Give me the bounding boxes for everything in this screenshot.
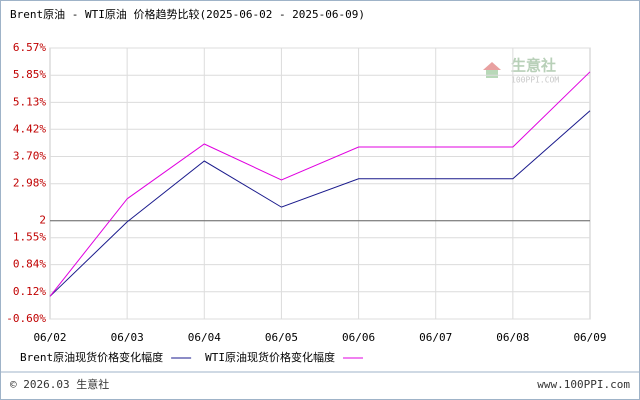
y-tick-label: 4.42% <box>13 122 46 135</box>
series-line <box>49 110 591 297</box>
y-tick-label: 2.98% <box>13 177 46 190</box>
y-tick-label: 3.70% <box>13 149 46 162</box>
watermark-icon <box>483 62 501 70</box>
x-tick-label: 06/02 <box>33 331 66 344</box>
footer-site: www.100PPI.com <box>537 378 630 391</box>
footer-copyright: © 2026.03 生意社 <box>10 377 109 391</box>
legend-label: WTI原油现货价格变化幅度 <box>205 350 335 364</box>
y-tick-label: 6.57% <box>13 41 46 54</box>
y-tick-label: 5.85% <box>13 68 46 81</box>
watermark-icon <box>486 70 498 78</box>
legend-label: Brent原油现货价格变化幅度 <box>20 350 163 364</box>
x-tick-label: 06/06 <box>342 331 375 344</box>
y-tick-label: 0.84% <box>13 258 46 271</box>
y-tick-label: 1.55% <box>13 231 46 244</box>
watermark: 生意社 100PPI.COM <box>483 57 559 85</box>
x-tick-label: 06/08 <box>496 331 529 344</box>
x-tick-label: 06/09 <box>573 331 606 344</box>
y-tick-label: 5.13% <box>13 95 46 108</box>
x-tick-label: 06/03 <box>111 331 144 344</box>
x-tick-label: 06/05 <box>265 331 298 344</box>
watermark-site: 100PPI.COM <box>511 76 559 85</box>
x-tick-label: 06/04 <box>188 331 221 344</box>
y-tick-label: 2 <box>39 214 46 227</box>
y-tick-label: 0.12% <box>13 285 46 298</box>
watermark-name: 生意社 <box>511 57 556 75</box>
series-line <box>49 71 591 297</box>
chart-title: Brent原油 - WTI原油 价格趋势比较(2025-06-02 - 2025… <box>10 7 365 21</box>
y-tick-label: -0.60% <box>6 312 46 325</box>
x-tick-label: 06/07 <box>419 331 452 344</box>
